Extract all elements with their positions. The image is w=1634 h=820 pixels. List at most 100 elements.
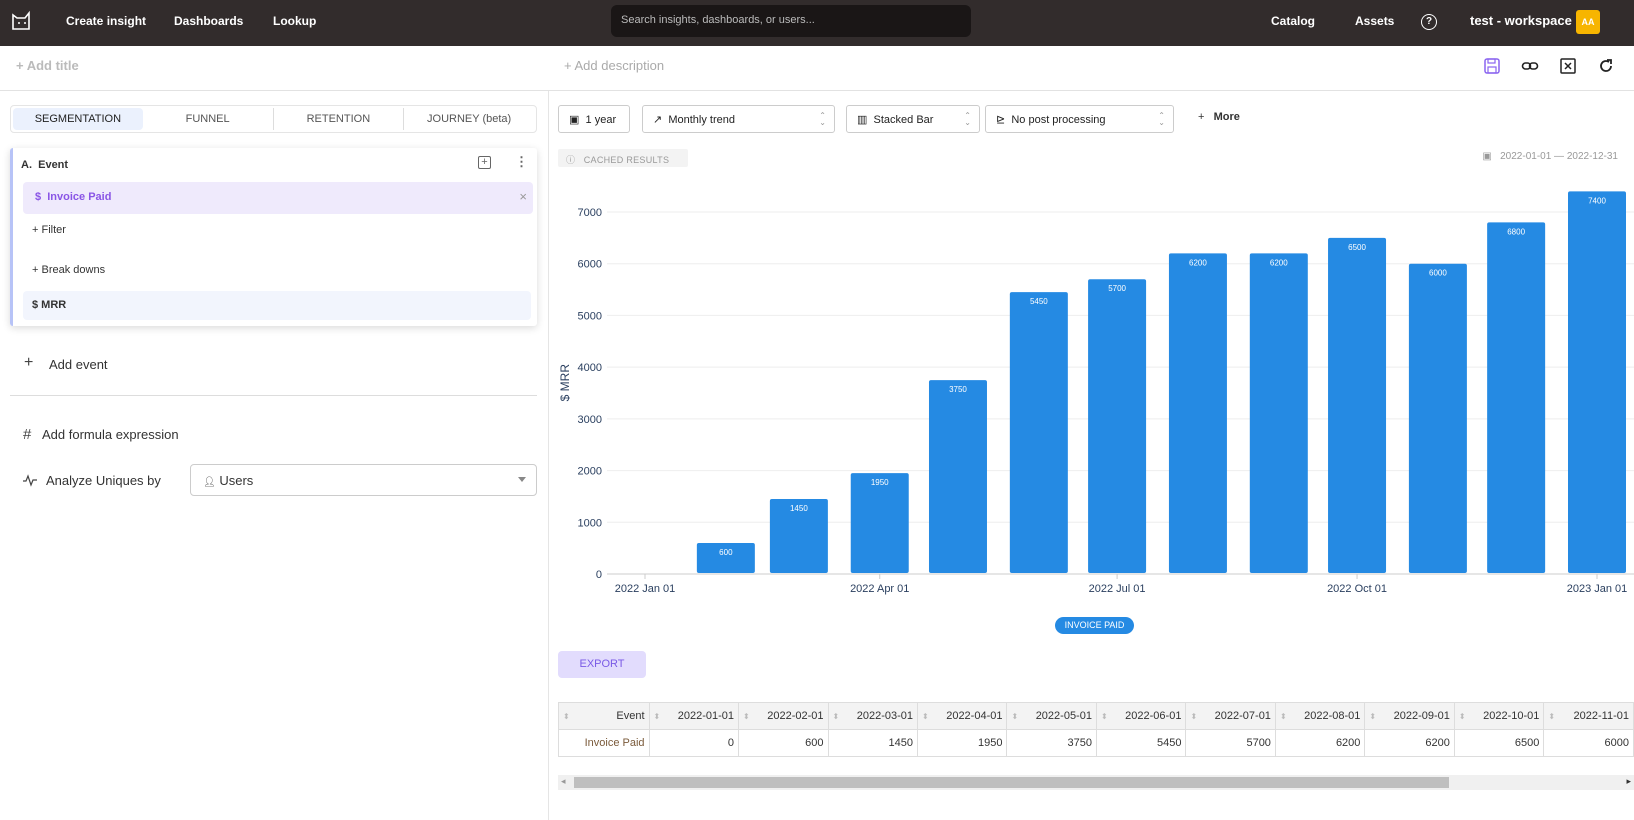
chart-type-select[interactable]: ▥ Stacked Bar ⌃ ⌄ bbox=[846, 105, 980, 133]
bar bbox=[850, 473, 909, 573]
range-button[interactable]: ▣ 1 year bbox=[558, 105, 630, 133]
column-header[interactable]: ⬍ 2022-10-01 bbox=[1453, 702, 1545, 730]
table-cell: 3750 bbox=[1006, 729, 1097, 757]
more-vert-icon[interactable]: ⋮ bbox=[515, 154, 528, 169]
date-range: ▣ 2022-01-01 — 2022-12-31 bbox=[1482, 151, 1618, 162]
trend-label: Monthly trend bbox=[668, 114, 735, 126]
header-label: 2022-09-01 bbox=[1393, 710, 1450, 722]
tab-segmentation[interactable]: SEGMENTATION bbox=[13, 108, 143, 130]
horizontal-scrollbar[interactable]: ◂ ▸ bbox=[558, 775, 1634, 790]
workspace-name[interactable]: test - workspace bbox=[1470, 13, 1572, 28]
add-box-icon[interactable]: + bbox=[478, 156, 491, 169]
column-header[interactable]: ⬍ 2022-06-01 bbox=[1095, 702, 1187, 730]
chart-type-label: Stacked Bar bbox=[873, 114, 934, 126]
table-cell: 5700 bbox=[1185, 729, 1276, 757]
add-event[interactable]: Add event bbox=[49, 357, 108, 372]
analyze-value: Users bbox=[219, 473, 254, 488]
y-axis-label: $ MRR bbox=[558, 364, 572, 402]
y-tick-label: 7000 bbox=[578, 207, 602, 219]
link-icon[interactable] bbox=[1521, 57, 1539, 75]
column-header[interactable]: ⬍ 2022-09-01 bbox=[1364, 702, 1455, 730]
more-button[interactable]: + More bbox=[1198, 111, 1240, 123]
top-nav: Create insight Dashboards Lookup Search … bbox=[0, 0, 1634, 46]
refresh-icon[interactable] bbox=[1597, 57, 1615, 75]
updown-icon: ⌃ ⌄ bbox=[1158, 111, 1165, 127]
column-header[interactable]: ⬍ Event bbox=[558, 702, 650, 730]
analyze-uniques-select[interactable]: 👤︎ Users bbox=[190, 464, 537, 496]
bar-data-label: 6200 bbox=[1270, 258, 1288, 267]
save-icon[interactable] bbox=[1483, 57, 1501, 75]
add-description[interactable]: + Add description bbox=[564, 58, 665, 73]
event-name: $ Invoice Paid bbox=[35, 191, 112, 203]
bar bbox=[928, 380, 987, 573]
sort-icon: ⬍ bbox=[1458, 712, 1466, 721]
tab-journey[interactable]: JOURNEY (beta) bbox=[403, 108, 534, 130]
event-invoice-paid[interactable]: $ Invoice Paid × bbox=[23, 182, 533, 214]
y-tick-label: 5000 bbox=[578, 310, 602, 322]
nav-lookup[interactable]: Lookup bbox=[273, 14, 317, 28]
add-formula[interactable]: Add formula expression bbox=[42, 427, 179, 442]
avatar[interactable]: AA bbox=[1576, 10, 1600, 34]
column-header[interactable]: ⬍ 2022-04-01 bbox=[916, 702, 1008, 730]
cached-results-badge: ⓘ CACHED RESULTS bbox=[558, 149, 688, 167]
y-tick-label: 0 bbox=[596, 569, 602, 581]
updown-icon: ⌃ ⌄ bbox=[964, 111, 971, 127]
more-label: More bbox=[1213, 111, 1240, 123]
sort-icon: ⬍ bbox=[563, 712, 570, 721]
column-header[interactable]: ⬍ 2022-07-01 bbox=[1185, 702, 1276, 730]
add-breakdowns[interactable]: + Break downs bbox=[32, 264, 106, 276]
bar-data-label: 5700 bbox=[1108, 284, 1126, 293]
plus-icon: + bbox=[24, 354, 34, 371]
header-label: 2022-02-01 bbox=[767, 710, 824, 722]
section-divider bbox=[10, 395, 537, 396]
bar bbox=[1168, 253, 1227, 573]
bar bbox=[769, 499, 828, 573]
nav-dashboards[interactable]: Dashboards bbox=[174, 14, 244, 28]
add-filter[interactable]: + Filter bbox=[32, 224, 66, 236]
column-header[interactable]: ⬍ 2022-05-01 bbox=[1006, 702, 1097, 730]
help-icon[interactable]: ? bbox=[1421, 14, 1437, 30]
tab-retention[interactable]: RETENTION bbox=[272, 108, 404, 130]
post-processing-select[interactable]: ⊵ No post processing ⌃ ⌄ bbox=[985, 105, 1174, 133]
close-box-icon[interactable] bbox=[1559, 57, 1577, 75]
scroll-right-icon[interactable]: ▸ bbox=[1626, 776, 1631, 786]
add-title[interactable]: + Add title bbox=[16, 58, 79, 73]
table-row: Invoice Paid 0 600 1450 1950 3750 5450 5700 6200… bbox=[558, 729, 1634, 757]
cached-label: CACHED RESULTS bbox=[583, 155, 670, 165]
tab-funnel[interactable]: FUNNEL bbox=[185, 113, 230, 125]
table-cell: 0 bbox=[648, 729, 740, 757]
trend-select[interactable]: ↗ Monthly trend ⌃ ⌄ bbox=[642, 105, 835, 133]
legend-invoice-paid[interactable]: INVOICE PAID bbox=[1055, 617, 1134, 634]
table-cell: 6200 bbox=[1274, 729, 1366, 757]
x-tick-label: 2022 Oct 01 bbox=[1327, 583, 1387, 595]
search-input[interactable]: Search insights, dashboards, or users... bbox=[611, 5, 971, 37]
range-label: 1 year bbox=[585, 114, 617, 126]
bar-data-label: 1450 bbox=[790, 504, 808, 513]
bar-data-label: 6200 bbox=[1189, 258, 1207, 267]
event-header: A. Event bbox=[21, 159, 69, 171]
nav-create-insight[interactable]: Create insight bbox=[66, 14, 147, 28]
insight-type-tabs: SEGMENTATION FUNNEL RETENTION JOURNEY (b… bbox=[10, 105, 537, 133]
measure-mrr[interactable]: $ MRR bbox=[23, 291, 531, 320]
sort-icon: ⬍ bbox=[832, 712, 840, 721]
export-button[interactable]: EXPORT bbox=[558, 651, 646, 678]
column-header[interactable]: ⬍ 2022-03-01 bbox=[827, 702, 919, 730]
sort-icon: ⬍ bbox=[1011, 712, 1019, 721]
nav-catalog[interactable]: Catalog bbox=[1271, 14, 1316, 28]
header-label: 2022-06-01 bbox=[1125, 710, 1182, 722]
column-header[interactable]: ⬍ 2022-08-01 bbox=[1274, 702, 1366, 730]
bar-data-label: 7400 bbox=[1588, 196, 1606, 205]
nav-assets[interactable]: Assets bbox=[1355, 14, 1395, 28]
column-header[interactable]: ⬍ 2022-01-01 bbox=[648, 702, 740, 730]
date-range-label: 2022-01-01 — 2022-12-31 bbox=[1500, 151, 1618, 162]
updown-icon: ⌃ ⌄ bbox=[819, 111, 826, 127]
column-header[interactable]: ⬍ 2022-11-01 bbox=[1543, 702, 1634, 730]
column-header[interactable]: ⬍ 2022-02-01 bbox=[738, 702, 829, 730]
scroll-left-icon[interactable]: ◂ bbox=[561, 776, 566, 786]
remove-icon[interactable]: × bbox=[519, 189, 527, 204]
x-tick-label: 2022 Apr 01 bbox=[850, 583, 909, 595]
scrollbar-thumb[interactable] bbox=[574, 777, 1449, 788]
table-cell: Invoice Paid bbox=[558, 729, 650, 757]
dropdown-arrow-icon bbox=[518, 477, 526, 482]
cat-logo-icon[interactable] bbox=[10, 9, 34, 33]
